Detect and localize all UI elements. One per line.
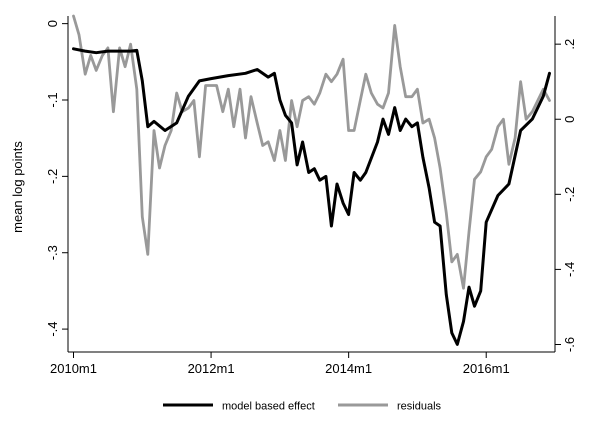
y-left-tick-label: -.3 <box>45 245 60 260</box>
x-tick-label: 2012m1 <box>188 361 235 376</box>
series-line-model-based-effect <box>72 47 551 346</box>
y-left-tick-label: -.1 <box>45 92 60 107</box>
y-left-tick-label: 0 <box>45 20 60 27</box>
x-tick-label: 2014m1 <box>325 361 372 376</box>
y-right-tick-label: 0 <box>562 116 577 123</box>
legend: model based effect residuals <box>150 390 480 418</box>
series-line-residuals <box>72 14 551 290</box>
legend-label: model based effect <box>222 401 315 413</box>
y-right-tick-label: .2 <box>562 39 577 50</box>
y-axis-title: mean log points <box>10 141 25 233</box>
y-right-tick-label: -.6 <box>562 337 577 352</box>
series-layer <box>72 14 551 346</box>
legend-label: residuals <box>397 401 442 413</box>
x-tick-label: 2010m1 <box>50 361 97 376</box>
y-right-tick-label: -.2 <box>562 187 577 202</box>
y-right-tick-label: -.4 <box>562 262 577 277</box>
y-left-tick-label: -.2 <box>45 169 60 184</box>
y-left-tick-label: -.4 <box>45 322 60 337</box>
axes: 0 -.1 -.2 -.3 -.4 .2 0 -.2 -.4 -.6 2010m1 2012m1 201… <box>45 16 577 376</box>
x-tick-label: 2016m1 <box>463 361 510 376</box>
